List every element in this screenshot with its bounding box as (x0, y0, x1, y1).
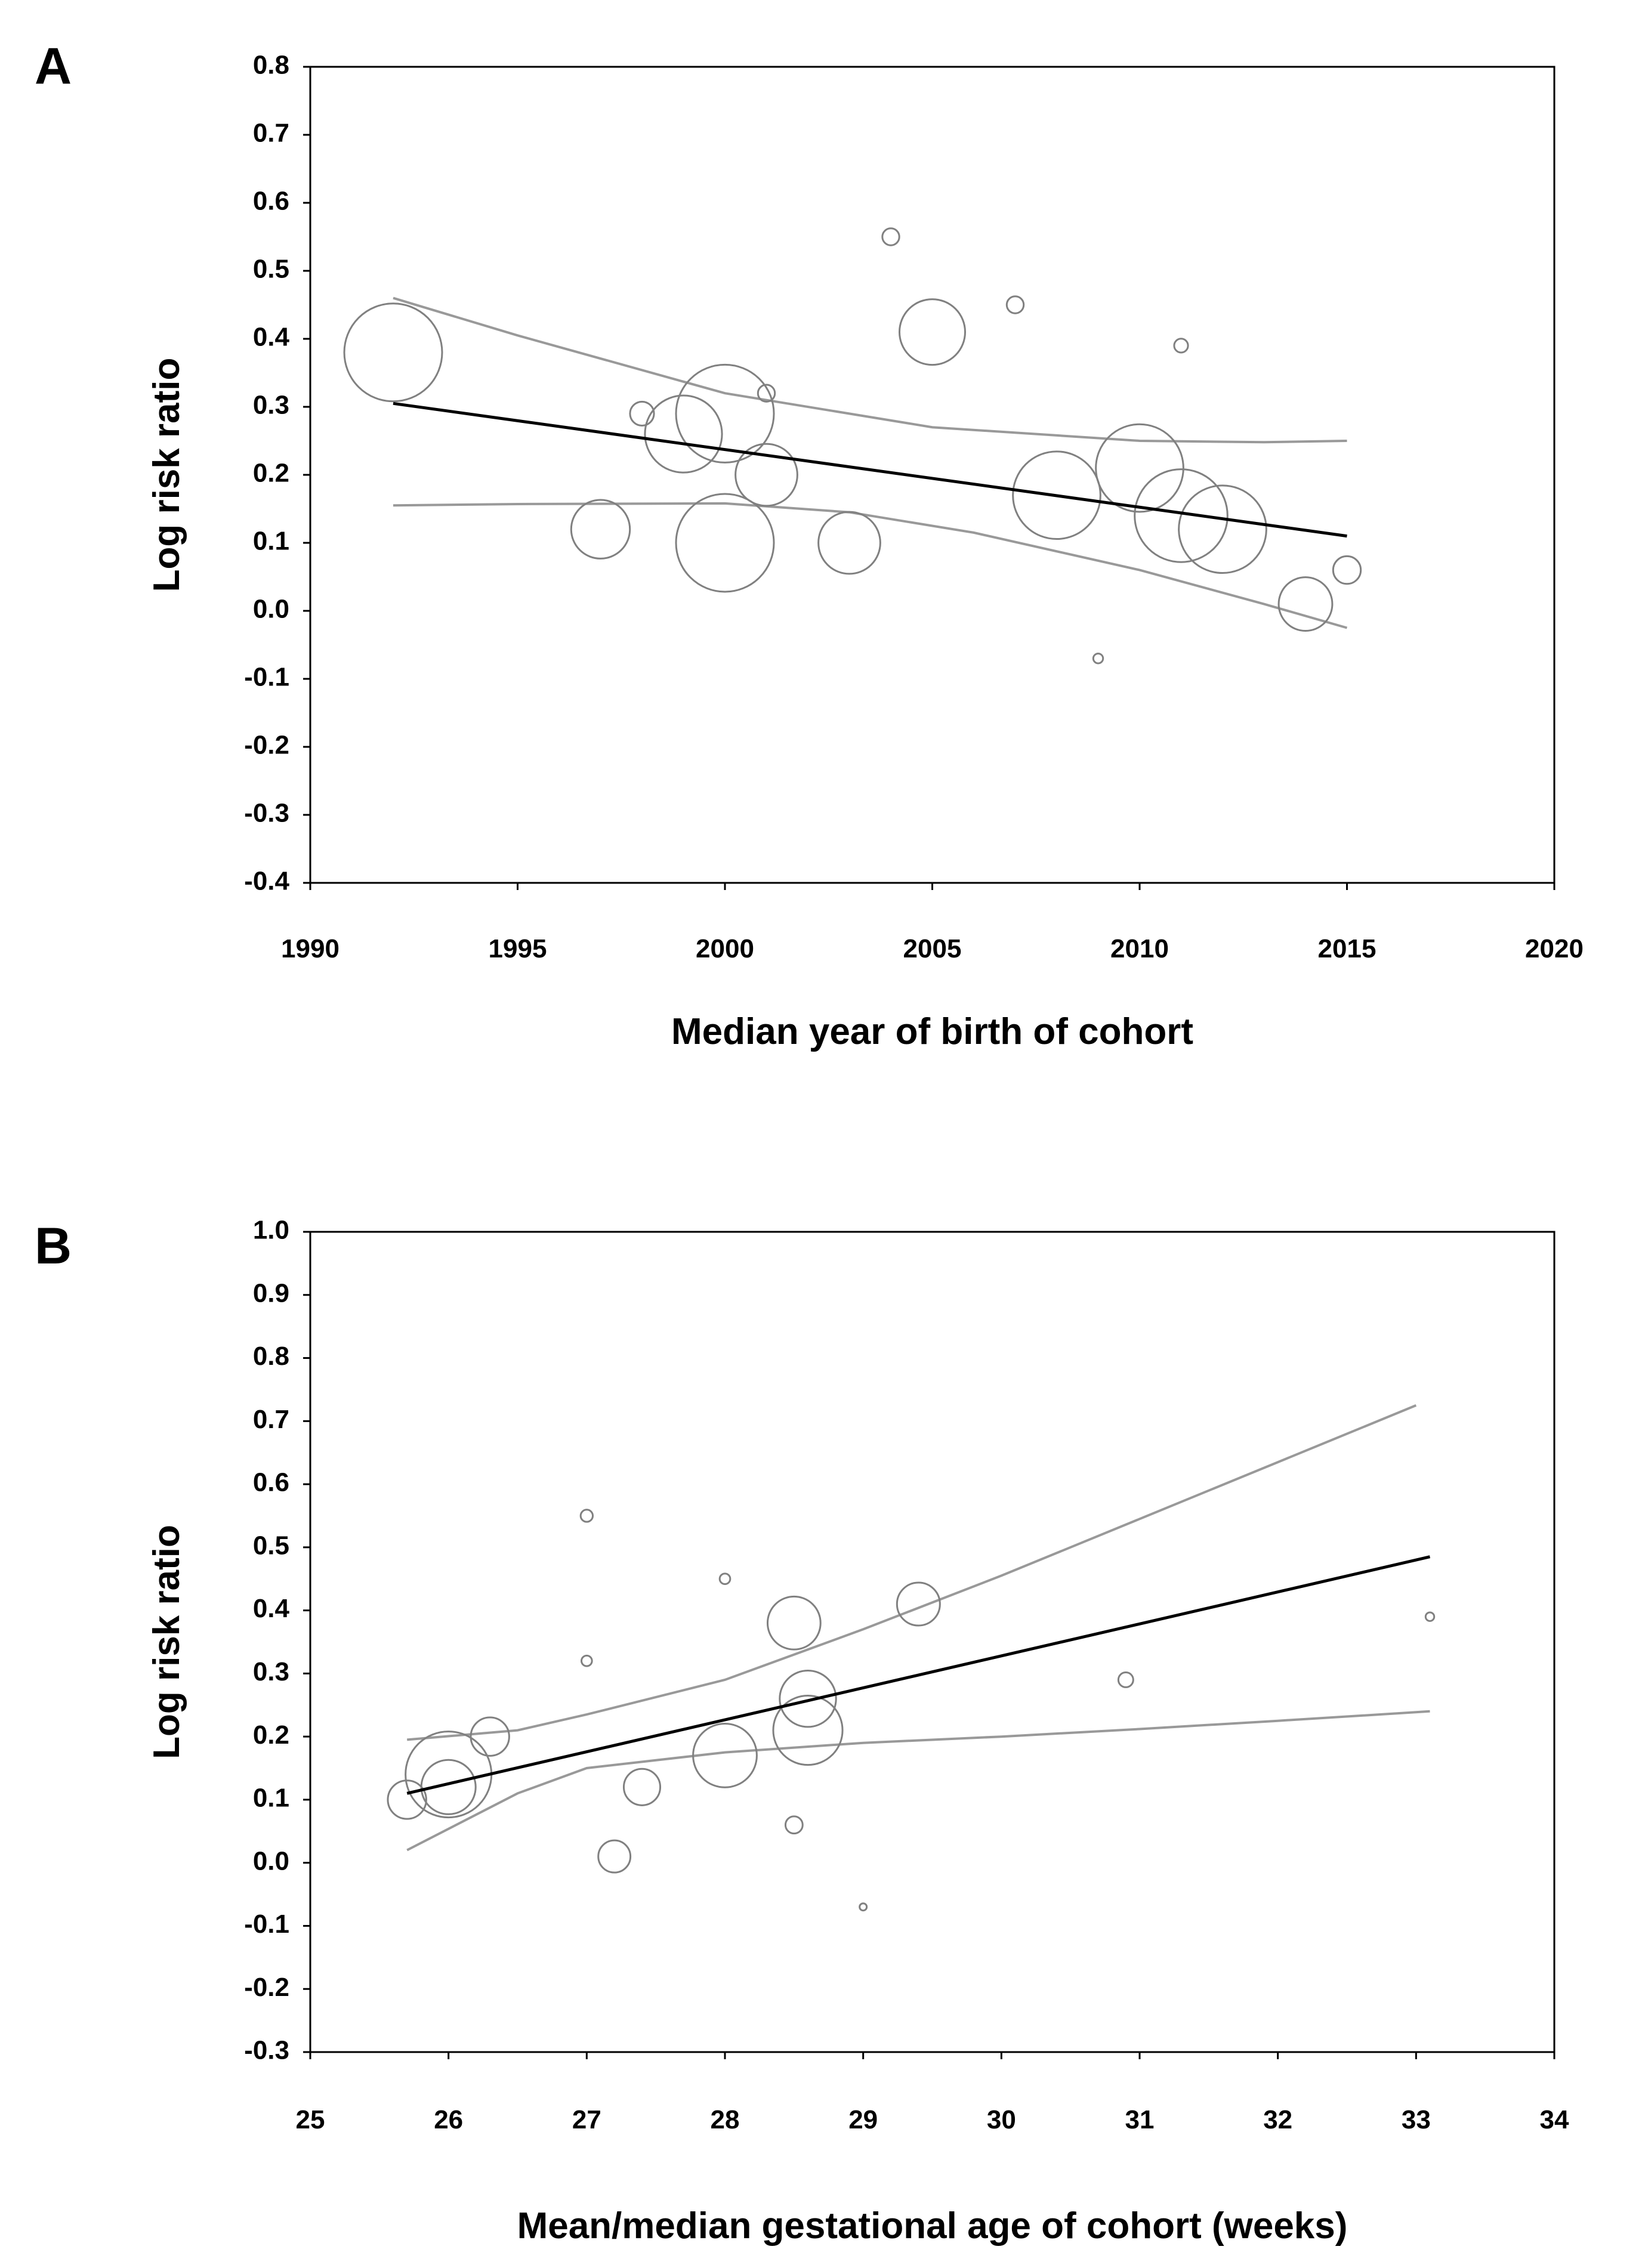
y-tick-label-a: 0.5 (253, 255, 289, 284)
study-bubble-b-17 (1117, 1671, 1134, 1688)
study-bubble-a-3 (629, 400, 655, 427)
study-bubble-a-2 (570, 499, 631, 560)
plot-frame-b (309, 1231, 1556, 2053)
ci-lower-line-b (406, 1710, 1430, 1852)
y-tick-label-a: 0.3 (253, 391, 289, 420)
panel-label-a: A (35, 38, 72, 95)
study-bubble-a-1 (343, 302, 443, 403)
study-bubble-a-5 (675, 363, 775, 464)
x-tick-label-a: 2020 (1525, 934, 1584, 963)
study-bubble-b-2 (405, 1731, 493, 1819)
x-tick-label-a: 1990 (281, 934, 340, 963)
y-tick-label-b: -0.1 (244, 1909, 289, 1939)
study-bubble-b-4 (470, 1716, 510, 1757)
x-tick-label-b: 27 (572, 2105, 601, 2134)
study-bubble-a-7 (757, 384, 776, 403)
study-bubble-a-8 (734, 443, 798, 507)
study-bubble-b-1 (387, 1779, 427, 1820)
y-tick-label-a: -0.4 (244, 867, 289, 896)
ci-lower-line-a (393, 502, 1348, 629)
y-tick-label-a: 0.0 (253, 595, 289, 624)
y-tick-label-a: -0.1 (244, 663, 289, 692)
study-bubble-a-18 (1178, 484, 1267, 574)
y-tick-label-b: -0.3 (244, 2036, 289, 2065)
regression-line-b (406, 1555, 1431, 1795)
x-tick-label-b: 26 (434, 2105, 463, 2134)
study-bubble-b-7 (597, 1839, 632, 1874)
ci-upper-line-a (393, 296, 1347, 444)
study-bubble-a-6 (675, 493, 775, 593)
y-tick-label-a: 0.7 (253, 119, 289, 148)
x-tick-label-b: 25 (296, 2105, 325, 2134)
chart-b-gestational-age: -0.3 -0.2 -0.1 0.0 0.1 0.2 0.3 0.4 0.5 0.6 0.7 0.8 0… (146, 1216, 1569, 2247)
x-tick-label-a: 2015 (1318, 934, 1377, 963)
study-bubble-a-12 (1005, 295, 1025, 314)
study-bubble-a-11 (898, 298, 967, 366)
x-tick-label-b: 29 (848, 2105, 878, 2134)
x-tick-label-a: 1995 (489, 934, 547, 963)
y-tick-label-b: 0.5 (253, 1531, 289, 1560)
study-bubble-b-9 (718, 1572, 732, 1586)
study-bubble-b-8 (622, 1768, 662, 1806)
study-bubble-a-4 (644, 394, 723, 474)
x-tick-label-a: 2000 (696, 934, 754, 963)
y-tick-label-b: 0.8 (253, 1342, 289, 1371)
study-bubble-a-20 (1332, 555, 1362, 585)
y-tick-label-b: 0.7 (253, 1405, 289, 1434)
study-bubble-a-13 (1012, 450, 1101, 540)
study-bubble-b-5 (579, 1509, 594, 1523)
study-bubble-a-9 (817, 511, 881, 575)
x-tick-label-b: 30 (987, 2105, 1016, 2134)
study-bubble-b-18 (1424, 1611, 1436, 1622)
x-axis-title-b: Mean/median gestational age of cohort (w… (517, 2205, 1348, 2247)
y-tick-label-b: 0.9 (253, 1278, 289, 1308)
regression-line-a (393, 401, 1347, 538)
y-tick-label-b: 0.3 (253, 1657, 289, 1686)
study-bubble-a-19 (1277, 576, 1334, 632)
study-bubble-b-15 (859, 1902, 868, 1912)
study-bubble-b-12 (784, 1815, 804, 1835)
x-axis-title-a: Median year of birth of cohort (671, 1011, 1193, 1052)
study-bubble-b-6 (581, 1654, 593, 1667)
y-tick-label-a: 0.8 (253, 51, 289, 80)
y-tick-label-b: 0.6 (253, 1468, 289, 1497)
y-tick-label-b: 1.0 (253, 1216, 289, 1245)
study-bubble-a-16 (1173, 338, 1189, 354)
study-bubble-b-10 (692, 1722, 758, 1788)
study-bubble-a-17 (1134, 468, 1229, 563)
study-bubble-b-11 (766, 1595, 822, 1651)
study-bubble-a-10 (881, 227, 900, 246)
y-axis-title-a: Log risk ratio (146, 358, 187, 592)
ci-upper-line-b (407, 1404, 1417, 1741)
y-axis-title-b: Log risk ratio (146, 1525, 187, 1759)
y-tick-label-b: 0.2 (253, 1720, 289, 1750)
y-tick-label-b: -0.2 (244, 1973, 289, 2002)
panel-label-b: B (35, 1218, 72, 1275)
x-tick-label-a: 2005 (903, 934, 962, 963)
x-tick-label-b: 31 (1125, 2105, 1155, 2134)
y-tick-label-a: 0.2 (253, 459, 289, 488)
y-tick-label-a: -0.2 (244, 731, 289, 760)
y-tick-label-a: 0.1 (253, 527, 289, 556)
study-bubble-b-3 (420, 1759, 477, 1815)
study-bubble-b-13 (779, 1669, 837, 1728)
chart-a-median-year: -0.4 -0.3 -0.2 -0.1 0.0 0.1 0.2 0.3 0.4 0.5 0.6 0.7… (146, 51, 1584, 1052)
y-tick-label-a: 0.6 (253, 187, 289, 216)
plot-frame-a (309, 66, 1556, 884)
y-tick-label-a: 0.4 (253, 323, 290, 352)
y-tick-label-b: 0.0 (253, 1846, 289, 1875)
x-tick-label-a: 2010 (1110, 934, 1169, 963)
x-tick-label-b: 32 (1263, 2105, 1292, 2134)
y-tick-label-b: 0.4 (253, 1594, 290, 1623)
study-bubble-b-14 (772, 1695, 844, 1766)
x-tick-label-b: 34 (1540, 2105, 1569, 2134)
x-tick-label-b: 28 (711, 2105, 740, 2134)
study-bubble-a-14 (1092, 653, 1104, 665)
study-bubble-a-15 (1095, 423, 1184, 513)
study-bubble-b-16 (896, 1581, 941, 1627)
y-tick-label-b: 0.1 (253, 1784, 289, 1813)
y-tick-label-a: -0.3 (244, 799, 289, 828)
x-tick-label-b: 33 (1402, 2105, 1431, 2134)
